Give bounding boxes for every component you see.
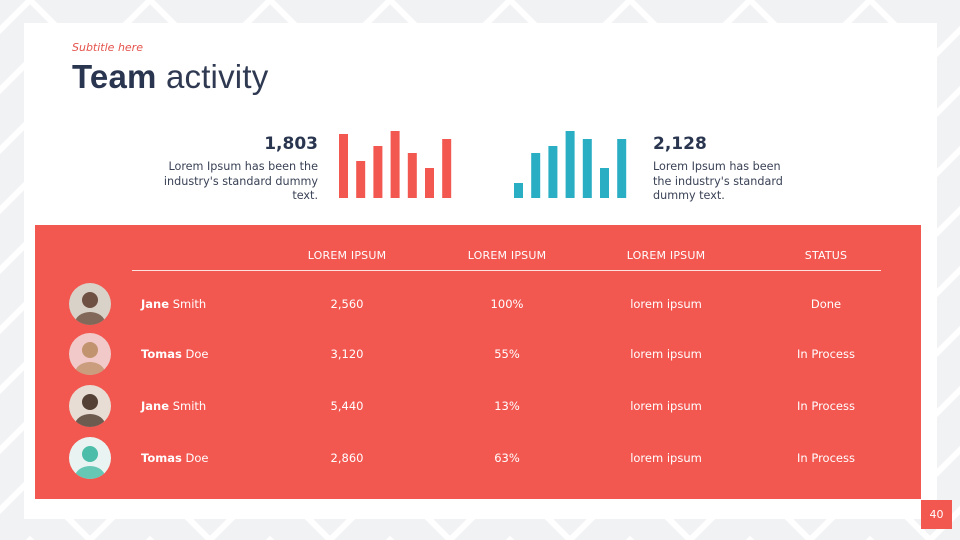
page-number: 40 <box>921 500 952 529</box>
cell-value: 2,560 <box>330 297 364 311</box>
avatar <box>69 437 111 479</box>
column-header-status: STATUS <box>804 249 848 262</box>
cell-text: lorem ipsum <box>630 399 702 413</box>
mini-bar <box>356 161 366 198</box>
avatar <box>69 333 111 375</box>
mini-bar <box>407 153 417 198</box>
mini-bar <box>390 131 400 198</box>
cell-percent: 55% <box>494 347 520 361</box>
status-text: In Process <box>797 347 855 361</box>
page-title: Team activity <box>72 58 268 96</box>
mini-bar-chart-2 <box>514 131 627 198</box>
title-bold: Team <box>72 58 157 95</box>
column-header: LOREM IPSUM <box>626 249 706 262</box>
member-name: Jane Smith <box>141 297 207 311</box>
mini-bar <box>425 168 434 198</box>
stat-description: Lorem Ipsum has been the industry's stan… <box>163 160 318 202</box>
status-text: In Process <box>797 451 855 465</box>
subtitle: Subtitle here <box>72 41 143 54</box>
cell-value: 5,440 <box>330 399 364 413</box>
column-header: LOREM IPSUM <box>467 249 547 262</box>
stat-value: 2,128 <box>653 134 707 154</box>
cell-percent: 13% <box>494 399 520 413</box>
stat-value: 1,803 <box>264 134 318 154</box>
mini-bar <box>442 139 452 198</box>
avatar <box>69 385 111 427</box>
cell-percent: 63% <box>494 451 520 465</box>
title-light: activity <box>165 58 269 95</box>
stat-block-1: 1,803 Lorem Ipsum has been the industry'… <box>158 134 318 204</box>
mini-bar <box>514 183 523 198</box>
status-text: In Process <box>797 399 855 413</box>
member-name: Jane Smith <box>141 399 207 413</box>
mini-bar <box>617 139 627 198</box>
mini-bar <box>565 131 575 198</box>
mini-bar <box>373 146 383 198</box>
cell-text: lorem ipsum <box>630 451 702 465</box>
mini-bar <box>339 134 348 198</box>
mini-bar <box>582 139 592 198</box>
member-name: Tomas Doe <box>141 451 209 465</box>
mini-bar-chart-1 <box>339 131 452 198</box>
member-name: Tomas Doe <box>141 347 209 361</box>
mini-bar <box>531 153 541 198</box>
cell-text: lorem ipsum <box>630 297 702 311</box>
cell-value: 2,860 <box>330 451 364 465</box>
status-text: Done <box>810 297 842 311</box>
mini-bar <box>548 146 558 198</box>
mini-bar <box>600 168 609 198</box>
avatar <box>69 283 111 325</box>
cell-percent: 100% <box>490 297 524 311</box>
cell-text: lorem ipsum <box>630 347 702 361</box>
stat-block-2: 2,128 Lorem Ipsum has been the industry'… <box>653 134 813 204</box>
column-header: LOREM IPSUM <box>307 249 387 262</box>
stat-description: Lorem Ipsum has been the industry's stan… <box>653 160 783 202</box>
header-divider <box>132 270 881 271</box>
cell-value: 3,120 <box>330 347 364 361</box>
